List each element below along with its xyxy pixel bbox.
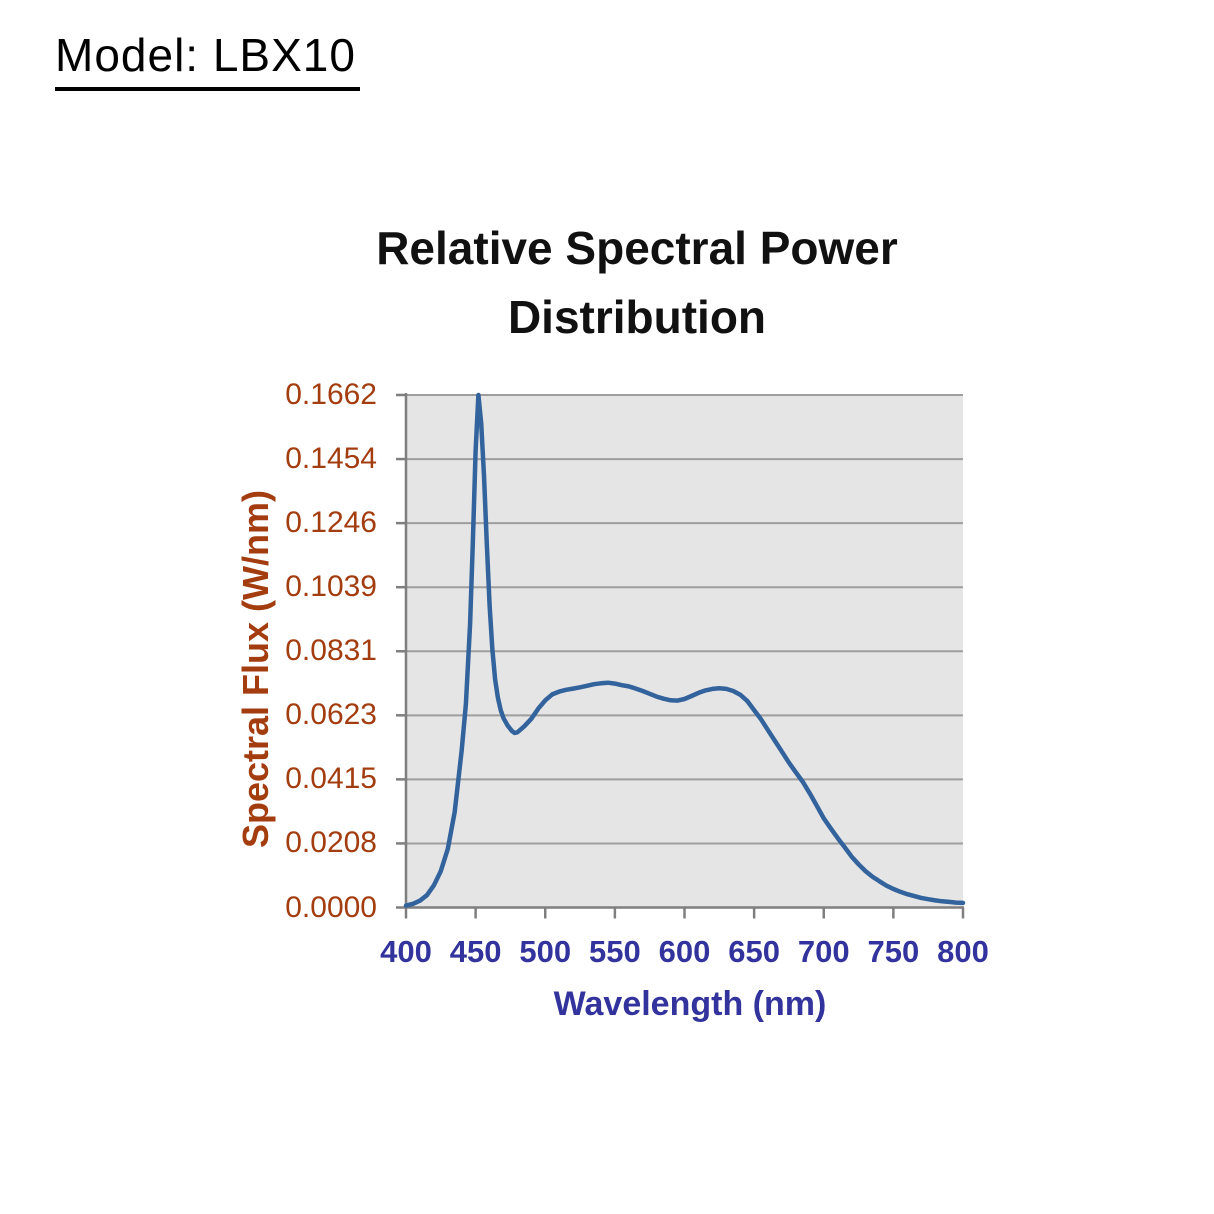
- model-label: Model: LBX10: [55, 28, 360, 91]
- x-tick-label: 750: [867, 933, 920, 969]
- x-tick-label: 700: [797, 933, 850, 969]
- x-axis-title: Wavelength (nm): [553, 985, 827, 1023]
- x-tick-label: 450: [449, 933, 502, 969]
- y-tick-label: 0.1662: [285, 378, 377, 411]
- y-tick-label: 0.1246: [285, 506, 377, 540]
- y-axis-title: Spectral Flux (W/nm): [235, 489, 276, 849]
- x-tick-label: 550: [589, 933, 641, 969]
- y-tick-label: 0.0623: [285, 698, 377, 732]
- y-tick-label: 0.0831: [285, 634, 377, 668]
- y-tick-label: 0.0000: [285, 890, 377, 924]
- chart-title: Relative Spectral Power Distribution: [376, 222, 898, 343]
- x-tick-label: 600: [658, 933, 711, 969]
- y-tick-label: 0.1454: [285, 442, 377, 476]
- y-tick-label: 0.0208: [285, 826, 377, 860]
- y-tick-label: 0.0415: [285, 762, 377, 796]
- x-tick-label: 650: [728, 933, 780, 969]
- series-spectral-flux-line: [403, 392, 966, 908]
- x-tick-label: 800: [937, 933, 989, 969]
- y-tick-label: 0.1039: [285, 570, 377, 604]
- x-tick-label: 400: [380, 933, 432, 969]
- x-tick-label: 500: [519, 933, 572, 969]
